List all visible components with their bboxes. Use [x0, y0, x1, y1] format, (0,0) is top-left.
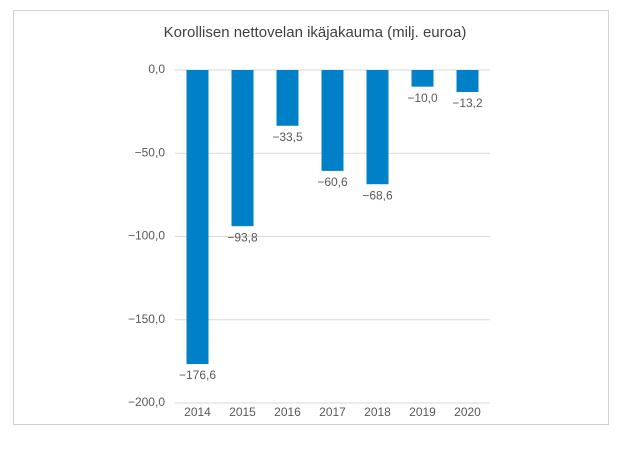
y-tick-label: −50,0 — [135, 145, 166, 159]
x-tick-label: 2014 — [184, 405, 211, 419]
data-label: −93,8 — [227, 230, 258, 244]
data-label: −13,2 — [452, 96, 483, 110]
x-tick-label: 2020 — [454, 405, 481, 419]
bar — [411, 70, 434, 87]
x-tick-label: 2015 — [229, 405, 256, 419]
bar — [186, 70, 209, 365]
bar — [456, 70, 479, 92]
y-tick-label: −150,0 — [128, 312, 165, 326]
y-tick-label: 0,0 — [148, 62, 165, 76]
data-label: −60,6 — [317, 175, 348, 189]
y-tick-label: −100,0 — [128, 229, 165, 243]
bar — [321, 70, 344, 171]
bar — [231, 70, 254, 227]
bar — [276, 70, 299, 126]
chart-title: Korollisen nettovelan ikäjakauma (milj. … — [164, 24, 467, 41]
x-tick-label: 2019 — [409, 405, 436, 419]
data-label: −33,5 — [272, 130, 303, 144]
data-label: −176,6 — [179, 368, 216, 382]
x-tick-label: 2018 — [364, 405, 391, 419]
x-tick-label: 2017 — [319, 405, 346, 419]
y-tick-label: −200,0 — [128, 395, 165, 409]
chart-border — [13, 10, 609, 425]
data-label: −68,6 — [362, 188, 393, 202]
x-tick-label: 2016 — [274, 405, 301, 419]
bar — [366, 70, 389, 185]
data-label: −10,0 — [407, 91, 438, 105]
